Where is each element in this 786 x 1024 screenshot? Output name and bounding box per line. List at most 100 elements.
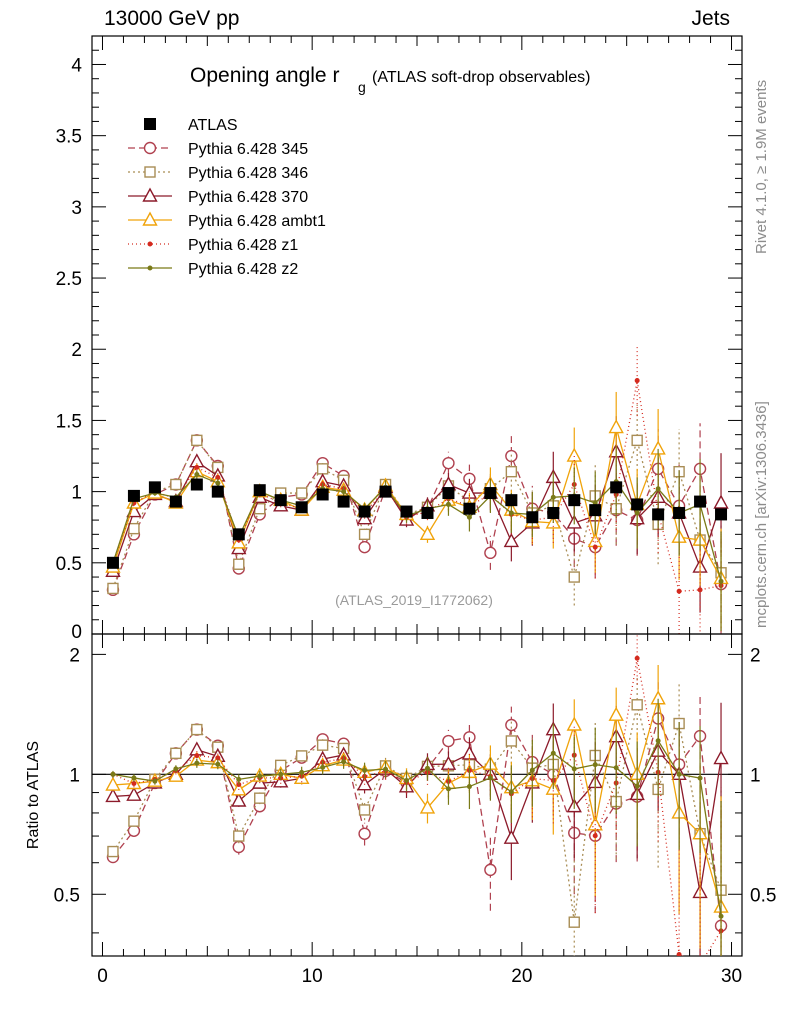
ratio-point [231, 781, 247, 796]
legend-label: Pythia 6.428 346 [188, 165, 308, 182]
ratio-point [194, 753, 200, 759]
legend-marker [143, 141, 157, 155]
ratio-series-2 [105, 702, 729, 956]
series-point [358, 528, 371, 541]
data-point [253, 484, 266, 497]
legend-entry: Pythia 6.428 ambt1 [128, 211, 326, 230]
y-tick-label-zero: 0 [71, 622, 82, 643]
legend-label: Pythia 6.428 z1 [188, 237, 298, 254]
ratio-point [508, 789, 514, 795]
ratio-point [362, 767, 368, 773]
side-label-rivet: Rivet 4.1.0, ≥ 1.9M events [753, 80, 770, 254]
legend-entry: Pythia 6.428 370 [128, 187, 308, 206]
series-line [112, 449, 722, 572]
ratio-point [587, 816, 603, 831]
series-point [170, 478, 182, 491]
series-point [655, 486, 661, 492]
ratio-point [676, 771, 682, 777]
ratio-point [634, 783, 640, 789]
ratio-point [252, 774, 268, 789]
data-series [106, 478, 728, 569]
y-tick-label: 2.5 [56, 269, 82, 290]
ratio-point [698, 962, 702, 966]
series-point [356, 510, 373, 525]
legend-marker [144, 166, 156, 178]
data-point [232, 528, 245, 541]
main-plot-area [105, 344, 729, 634]
ratio-point [718, 913, 724, 919]
data-point [526, 511, 539, 524]
ratio-point [127, 824, 141, 837]
ratio-point [299, 769, 305, 775]
ratio-point [278, 771, 284, 777]
y-tick-label: 3 [71, 198, 82, 219]
series-point [634, 510, 640, 516]
ratio-tick-label: 1 [69, 765, 80, 786]
ratio-point [170, 747, 182, 760]
ratio-point [128, 815, 140, 827]
ratio-series-1 [107, 675, 727, 956]
x-tick-label: 0 [97, 966, 108, 987]
ratio-plot-area [105, 635, 729, 966]
ratio-point [568, 916, 580, 928]
ratio-point [592, 762, 598, 768]
ratio-series-line [112, 658, 722, 956]
data-point [715, 508, 728, 521]
legend-label: ATLAS [188, 117, 238, 134]
data-point [358, 505, 371, 518]
data-point [169, 495, 182, 508]
ratio-point [233, 830, 245, 842]
data-point [379, 485, 392, 498]
series-point [128, 522, 140, 535]
ratio-tick-label-right: 2 [750, 645, 761, 666]
data-point [274, 494, 287, 507]
data-point [316, 488, 329, 501]
ratio-point [168, 767, 184, 782]
legend-entry: Pythia 6.428 z2 [128, 261, 298, 278]
ratio-point [152, 778, 158, 784]
legend-label: Pythia 6.428 370 [188, 189, 308, 206]
series-point [503, 532, 520, 548]
ratio-point [631, 699, 643, 711]
data-point [568, 494, 581, 507]
legend-marker [144, 118, 156, 130]
data-point [631, 498, 644, 511]
ratio-tick-label-right: 1 [750, 765, 761, 786]
data-point [463, 502, 476, 515]
side-label-mcplots: mcplots.cern.ch [arXiv:1306.3436] [753, 401, 770, 628]
chart-title-subscript: g [358, 79, 366, 95]
ratio-point [404, 777, 410, 783]
series-point [631, 434, 643, 447]
ratio-point [194, 760, 200, 766]
ratio-point [356, 776, 373, 791]
data-point [337, 495, 350, 508]
series-point [215, 480, 221, 486]
ratio-series-line [112, 716, 722, 926]
legend-entry: Pythia 6.428 345 [128, 141, 308, 158]
data-point [295, 501, 308, 514]
data-point [505, 494, 518, 507]
data-point [652, 508, 665, 521]
ratio-point [320, 764, 326, 770]
series-point [215, 474, 221, 480]
ratio-point [529, 767, 535, 773]
ratio-point [419, 799, 436, 814]
legend-marker [142, 211, 158, 226]
data-point [127, 489, 140, 502]
ratio-point [442, 734, 455, 748]
ratio-point [358, 804, 371, 816]
series-point [718, 578, 724, 584]
data-point [106, 556, 119, 569]
ratio-point [440, 755, 457, 770]
ratio-series-5 [110, 698, 724, 956]
legend-label: Pythia 6.428 345 [188, 141, 308, 158]
series-point [295, 487, 308, 499]
ratio-point [608, 706, 624, 721]
ratio-point [341, 759, 347, 765]
ratio-point [613, 765, 619, 771]
legend-marker [142, 187, 158, 202]
series-point [592, 544, 598, 550]
legend-label: Pythia 6.428 z2 [188, 261, 298, 278]
data-point [400, 505, 413, 518]
ratio-point [105, 787, 121, 803]
